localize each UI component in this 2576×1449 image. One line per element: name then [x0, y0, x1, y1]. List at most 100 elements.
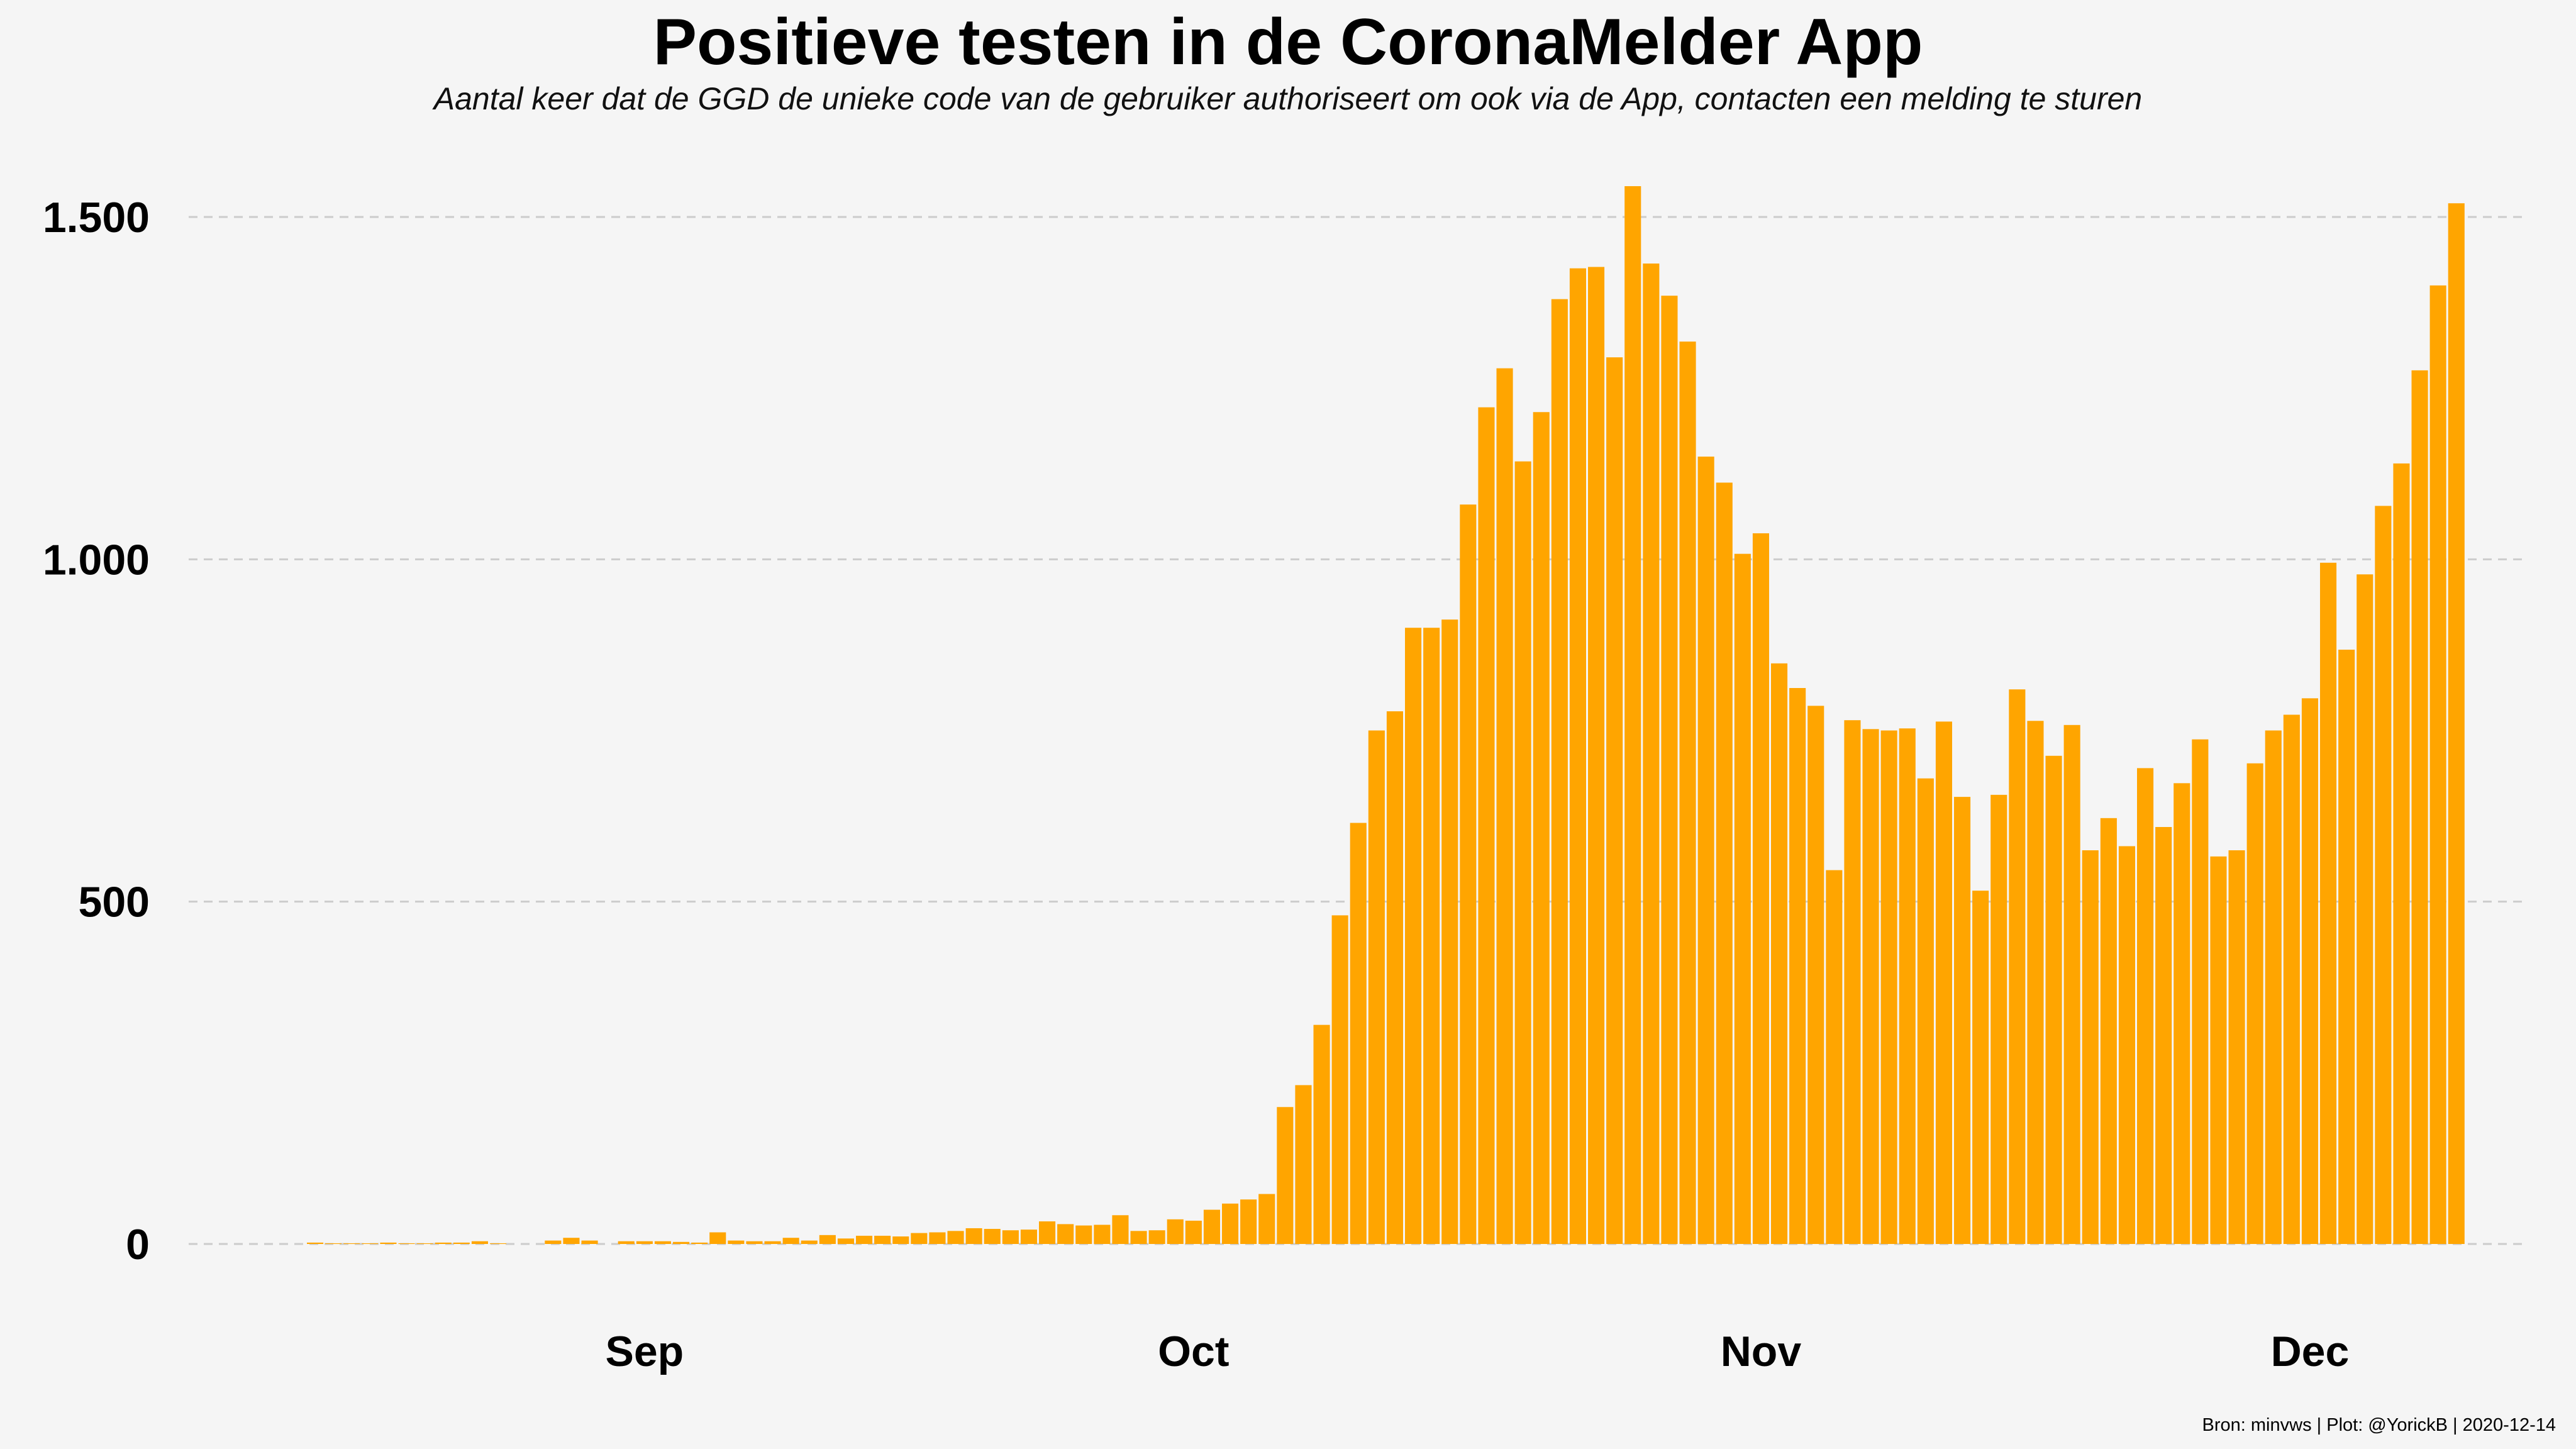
bar: [1094, 1224, 1111, 1244]
bar: [343, 1243, 360, 1244]
bar: [2246, 763, 2263, 1244]
bar: [581, 1240, 598, 1244]
bar: [1350, 823, 1367, 1244]
bar: [1643, 264, 1660, 1245]
bar: [1826, 870, 1843, 1244]
bar: [2375, 506, 2392, 1244]
bar: [837, 1238, 854, 1244]
bar: [2063, 724, 2080, 1244]
bar: [691, 1242, 708, 1244]
bar: [965, 1228, 982, 1244]
bar: [2429, 285, 2446, 1244]
x-tick-label: Oct: [1158, 1328, 1229, 1375]
bar: [801, 1240, 818, 1244]
bar: [1002, 1230, 1019, 1244]
bar: [1935, 721, 1952, 1244]
bar: [1789, 688, 1806, 1244]
bar: [1624, 186, 1641, 1244]
bar: [1112, 1215, 1129, 1244]
bar: [2320, 562, 2337, 1245]
bar: [1368, 730, 1385, 1244]
bar: [1844, 720, 1861, 1244]
bar: [307, 1242, 324, 1244]
bar: [416, 1243, 433, 1244]
bar: [1185, 1220, 1202, 1244]
bar: [947, 1231, 964, 1244]
bar: [1075, 1225, 1092, 1244]
bar: [1661, 296, 1678, 1244]
bar: [2100, 818, 2117, 1244]
bar: [1880, 730, 1897, 1244]
bar: [1697, 457, 1714, 1244]
bar: [636, 1241, 653, 1244]
bar: [1295, 1085, 1312, 1244]
bar: [1386, 711, 1403, 1244]
bar: [1460, 504, 1477, 1244]
bar: [1405, 628, 1422, 1244]
bar: [380, 1242, 397, 1244]
x-tick-label: Dec: [2271, 1328, 2350, 1375]
bar: [1039, 1221, 1056, 1244]
bar: [2118, 846, 2135, 1244]
bar: [1734, 553, 1751, 1244]
bar: [2009, 689, 2026, 1244]
bar: [2027, 721, 2044, 1244]
bar: [1917, 778, 1934, 1244]
bar: [1313, 1024, 1330, 1244]
x-tick-label: Nov: [1721, 1328, 1802, 1375]
bar: [1258, 1194, 1275, 1244]
bar: [2192, 739, 2209, 1244]
bar: [1277, 1107, 1294, 1244]
bar: [1240, 1199, 1257, 1244]
bar: [325, 1243, 342, 1244]
bar: [1972, 891, 1989, 1244]
bar: [1862, 729, 1879, 1244]
bar: [2174, 783, 2190, 1244]
bar: [2210, 856, 2227, 1244]
bar: [435, 1242, 452, 1244]
bar: [1222, 1203, 1239, 1244]
bar: [819, 1235, 836, 1244]
bar: [2393, 463, 2410, 1245]
bar: [2045, 755, 2062, 1244]
bar: [929, 1232, 946, 1244]
bar: [471, 1241, 488, 1244]
bar: [1331, 915, 1348, 1244]
bar: [1496, 368, 1513, 1244]
bar: [1679, 341, 1696, 1244]
x-tick-label: Sep: [605, 1328, 684, 1375]
y-tick-label: 0: [126, 1221, 150, 1269]
bar: [673, 1241, 690, 1244]
bar: [362, 1243, 379, 1244]
bar: [1716, 482, 1733, 1245]
bar: [892, 1236, 909, 1244]
bar: [1533, 412, 1550, 1244]
bar: [453, 1242, 470, 1244]
bar: [1899, 728, 1916, 1244]
bar: [2301, 698, 2318, 1244]
bar: [654, 1241, 671, 1244]
bar: [1478, 407, 1495, 1244]
bar: [2283, 714, 2300, 1244]
bar: [2448, 203, 2465, 1244]
bar: [984, 1229, 1001, 1244]
bar: [1167, 1219, 1184, 1244]
bar: [1990, 794, 2007, 1244]
chart-title: Positieve testen in de CoronaMelder App: [653, 6, 1923, 79]
bar: [1752, 533, 1769, 1244]
bar: [746, 1241, 763, 1244]
bar: [728, 1240, 745, 1244]
bar: [618, 1241, 635, 1244]
bar: [1057, 1224, 1074, 1244]
bar: [2228, 850, 2245, 1244]
bar: [2357, 574, 2373, 1245]
bar: [1423, 628, 1440, 1244]
bar: [1130, 1231, 1147, 1244]
bar: [1569, 268, 1586, 1244]
bar: [490, 1243, 507, 1244]
bar: [563, 1238, 580, 1244]
bar: [1441, 619, 1458, 1244]
bar: [709, 1232, 726, 1244]
